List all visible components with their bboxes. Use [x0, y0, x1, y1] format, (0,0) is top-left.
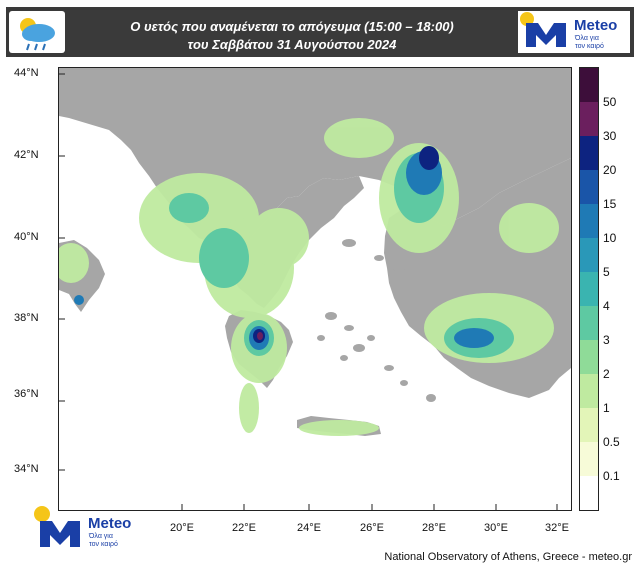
header-bar: Ο υετός που αναμένεται το απόγευμα (15:0… — [6, 7, 634, 57]
map-subtitle: του Σαββάτου 31 Αυγούστου 2024 — [187, 37, 397, 52]
colorbar-label: 2 — [603, 367, 610, 381]
meteo-logo-name: Meteo — [88, 515, 132, 532]
colorbar-segment — [580, 408, 598, 442]
precipitation-map — [58, 67, 572, 511]
lat-label-44: 44°N — [14, 67, 39, 79]
lat-label-40: 40°N — [14, 231, 39, 243]
lon-label-30: 30°E — [484, 522, 508, 534]
meteo-logo-tagline-2: τον καιρό — [575, 43, 604, 50]
weather-icon-box — [9, 11, 65, 53]
meteo-logo-header: Meteo Όλα για τον καιρό — [518, 11, 630, 53]
lon-label-32: 32°E — [545, 522, 569, 534]
lon-label-28: 28°E — [422, 522, 446, 534]
colorbar-segment — [580, 136, 598, 170]
meteo-logo-tagline: Όλα για — [89, 533, 113, 540]
colorbar-segment — [580, 170, 598, 204]
colorbar-segment — [580, 68, 598, 102]
meteo-m-icon — [520, 12, 566, 47]
colorbar-label: 4 — [603, 299, 610, 313]
lon-label-26: 26°E — [360, 522, 384, 534]
lat-label-34: 34°N — [14, 463, 39, 475]
colorbar-label: 15 — [603, 197, 617, 211]
rain-cloud-sun-icon — [20, 18, 55, 51]
colorbar-segment — [580, 442, 598, 476]
colorbar-label: 5 — [603, 265, 610, 279]
colorbar-segment — [580, 374, 598, 408]
meteo-m-icon — [34, 506, 80, 547]
colorbar-segment — [580, 306, 598, 340]
colorbar-label: 0.1 — [603, 469, 620, 483]
precipitation-colorbar — [579, 67, 599, 511]
colorbar-segment — [580, 340, 598, 374]
colorbar-segment — [580, 272, 598, 306]
colorbar-segment — [580, 476, 598, 510]
map-canvas — [59, 68, 571, 510]
lat-label-36: 36°N — [14, 388, 39, 400]
lon-label-22: 22°E — [232, 522, 256, 534]
lon-label-20: 20°E — [170, 522, 194, 534]
meteo-logo-tagline: Όλα για — [575, 35, 599, 42]
colorbar-segment — [580, 238, 598, 272]
colorbar-label: 1 — [603, 401, 610, 415]
rain-extreme — [257, 332, 263, 340]
credit-text: National Observatory of Athens, Greece -… — [384, 551, 632, 563]
lat-label-42: 42°N — [14, 149, 39, 161]
colorbar-segment — [580, 102, 598, 136]
meteo-logo-footer: Meteo Όλα για τον καιρό — [30, 505, 132, 555]
lon-label-24: 24°E — [297, 522, 321, 534]
graticule-ticks — [59, 73, 558, 510]
colorbar-label: 20 — [603, 163, 617, 177]
colorbar-label: 10 — [603, 231, 617, 245]
colorbar-label: 3 — [603, 333, 610, 347]
colorbar-label: 50 — [603, 95, 617, 109]
colorbar-label: 30 — [603, 129, 617, 143]
meteo-logo-name: Meteo — [574, 17, 618, 34]
meteo-logo-tagline-2: τον καιρό — [89, 541, 118, 548]
colorbar-segment — [580, 204, 598, 238]
colorbar-label: 0.5 — [603, 435, 620, 449]
lat-label-38: 38°N — [14, 312, 39, 324]
map-title: Ο υετός που αναμένεται το απόγευμα (15:0… — [130, 19, 454, 34]
